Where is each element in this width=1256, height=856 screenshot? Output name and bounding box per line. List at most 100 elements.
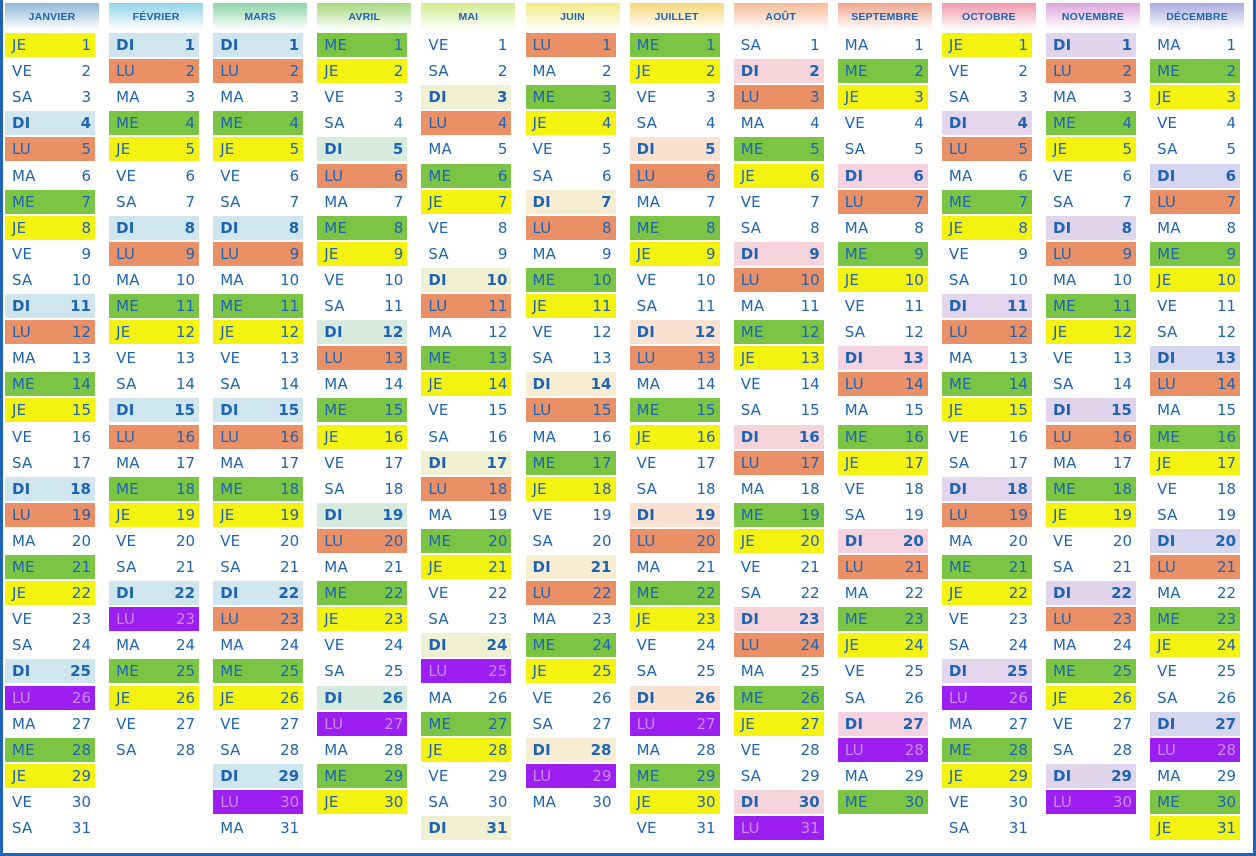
day-number: 21 [384, 558, 404, 576]
day-number: 25 [1112, 662, 1132, 681]
weekday-label: VE [948, 244, 970, 263]
day-number: 14 [176, 375, 196, 394]
weekday-label: ME [636, 401, 660, 420]
day-cell: DI 12 [629, 320, 720, 345]
day-cell: MA 17 [213, 451, 303, 475]
weekday-label: SA [220, 740, 241, 759]
day-number: 3 [1226, 88, 1237, 107]
weekday-label: DI [948, 114, 968, 133]
day-cell: JE 11 [525, 294, 616, 318]
day-cell: DI 26 [629, 685, 720, 710]
day-number: 6 [185, 166, 196, 185]
weekday-label: LU [324, 531, 344, 550]
weekday-label: VE [636, 270, 657, 289]
day-number: 22 [800, 584, 820, 603]
day-cell: LU 7 [837, 189, 928, 214]
day-number: 7 [1018, 192, 1028, 211]
weekday-label: DI [1053, 36, 1072, 54]
weekday-label: VE [116, 714, 137, 733]
day-cell: ME 7 [941, 189, 1032, 214]
day-cell: LU 2 [213, 59, 304, 84]
day-number: 26 [71, 688, 91, 707]
day-number: 24 [904, 636, 924, 655]
weekday-label: ME [740, 505, 764, 524]
day-cell: ME 7 [5, 189, 95, 214]
day-number: 1 [601, 36, 612, 54]
day-number: 3 [601, 88, 612, 107]
weekday-label: DI [636, 140, 656, 159]
day-number: 19 [1112, 505, 1132, 524]
day-cell: JE 29 [941, 763, 1032, 788]
day-number: 28 [176, 740, 196, 759]
day-cell: JE 24 [837, 633, 928, 658]
weekday-label: SA [428, 792, 449, 811]
day-cell: ME 30 [837, 789, 928, 814]
day-cell: MA 27 [5, 712, 95, 736]
day-cell: DI 6 [837, 163, 928, 188]
day-number: 4 [601, 114, 612, 133]
weekday-label: DI [220, 584, 239, 603]
day-number: 22 [904, 584, 924, 603]
day-cell: MA 10 [213, 268, 303, 292]
weekday-label: VE [636, 88, 657, 107]
day-cell: DI 20 [1150, 528, 1241, 553]
day-cell: ME 25 [109, 659, 200, 684]
weekday-label: JE [636, 427, 651, 446]
weekday-label: LU [116, 62, 136, 81]
day-number: 29 [800, 766, 820, 785]
day-cell: VE 9 [942, 242, 1032, 266]
weekday-label: DI [740, 610, 760, 629]
year-calendar: JANVIER JE 1 VE 2 SA 3 DI 4 LU 5 MA 6 ME 7 JE 8 VE 9 SA 10 DI… [3, 0, 1253, 853]
day-cell: VE 6 [1046, 164, 1136, 188]
weekday-label: DI [12, 479, 31, 498]
day-number: 15 [592, 401, 612, 420]
weekday-label: DI [532, 558, 551, 576]
weekday-label: DI [324, 140, 343, 159]
weekday-label: ME [1053, 479, 1076, 498]
day-number: 26 [382, 688, 404, 707]
day-cell: VE 19 [526, 503, 616, 527]
day-cell: MA 8 [838, 216, 928, 240]
weekday-label: JE [1053, 140, 1068, 159]
weekday-label: MA [428, 505, 452, 524]
day-cell: LU 26 [5, 685, 95, 710]
day-number: 7 [914, 192, 924, 211]
weekday-label: DI [636, 323, 656, 342]
day-cell: VE 4 [838, 111, 928, 135]
weekday-label: LU [428, 114, 448, 133]
day-number: 7 [810, 192, 820, 211]
day-number: 23 [384, 610, 404, 629]
day-cell: DI 27 [837, 711, 928, 736]
weekday-label: VE [428, 766, 449, 785]
day-number: 6 [913, 166, 924, 185]
weekday-label: ME [116, 297, 139, 315]
day-number: 19 [694, 505, 716, 524]
month-header: JUIN [525, 3, 620, 30]
day-number: 23 [71, 610, 91, 629]
weekday-label: LU [1053, 610, 1072, 629]
day-cell: VE 25 [1150, 659, 1240, 683]
day-cell: DI 18 [5, 476, 95, 501]
day-cell: ME 21 [941, 555, 1032, 579]
day-cell: LU 16 [1046, 424, 1136, 449]
day-number: 26 [592, 688, 612, 707]
day-cell: SA 30 [421, 790, 511, 814]
weekday-label: LU [324, 166, 344, 185]
day-cell: ME 1 [317, 33, 408, 57]
day-cell: ME 24 [525, 633, 616, 658]
day-number: 31 [800, 819, 820, 837]
weekday-label: SA [1053, 740, 1074, 759]
day-number: 8 [1121, 218, 1132, 237]
day-number: 19 [280, 505, 300, 524]
weekday-label: VE [948, 62, 970, 81]
day-number: 26 [280, 688, 300, 707]
weekday-label: MA [428, 140, 452, 159]
day-number: 29 [278, 766, 300, 785]
day-cell: LU 4 [421, 111, 512, 136]
day-cell: JE 8 [5, 215, 95, 240]
day-number: 25 [280, 662, 300, 681]
day-cell: LU 1 [525, 33, 616, 57]
day-cell: ME 9 [837, 241, 928, 266]
weekday-label: SA [948, 270, 970, 289]
weekday-label: ME [948, 375, 972, 394]
